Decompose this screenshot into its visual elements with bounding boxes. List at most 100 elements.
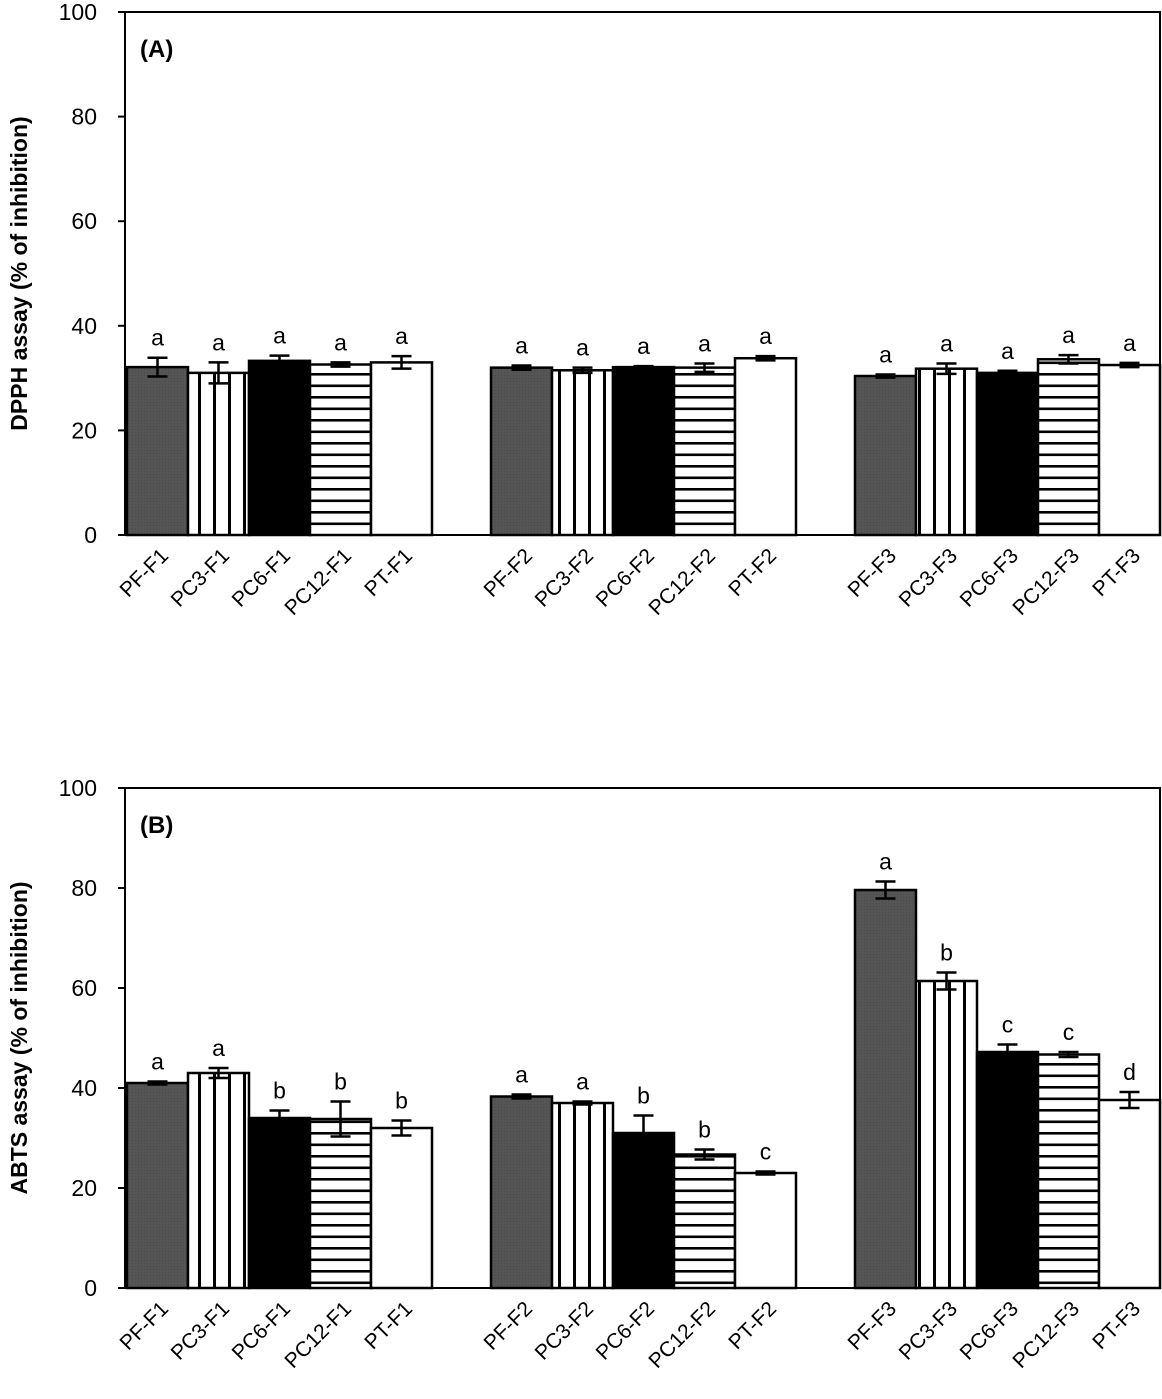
chart-panel-a: 0 20 40 60 80 100 DPPH assay (% of inhibition)… [6, 0, 1162, 620]
x-tick-label: PF-F3 [844, 544, 902, 602]
x-tick-label: PC3-F2 [531, 1297, 598, 1364]
bar [853, 888, 918, 1290]
significance-letter: a [212, 329, 225, 355]
significance-letter: c [1002, 1012, 1014, 1038]
chart-panel-b: 0 20 40 60 80 100 ABTS assay (% of inhibition)… [6, 775, 1162, 1373]
significance-letter: a [940, 330, 953, 356]
significance-letter: b [334, 1069, 347, 1095]
y-tick-label: 80 [71, 104, 97, 130]
significance-letter: a [698, 330, 711, 356]
y-tick-label: 0 [84, 1275, 97, 1301]
x-tick-label: PC3-F3 [895, 1297, 962, 1364]
x-tick-label: PC12-F1 [280, 544, 356, 620]
x-tick-label: PC12-F2 [644, 1297, 720, 1373]
x-tick-label: PT-F2 [724, 1297, 781, 1354]
significance-letter: a [1123, 330, 1136, 356]
y-axis-label: ABTS assay (% of inhibition) [6, 881, 32, 1194]
bar [975, 371, 1040, 537]
bar [672, 366, 737, 537]
significance-letter: a [1001, 338, 1014, 364]
bar [369, 361, 434, 537]
y-tick-label: 0 [84, 522, 97, 548]
bar [247, 1116, 312, 1290]
bar [733, 1171, 798, 1290]
bar [550, 1101, 615, 1290]
x-tick-label: PF-F3 [844, 1297, 902, 1355]
bar [611, 365, 676, 537]
significance-letter: a [151, 1049, 164, 1075]
panel-label: (B) [140, 812, 173, 839]
bar [308, 363, 373, 537]
bar [1036, 358, 1101, 537]
significance-letter: c [1063, 1019, 1075, 1045]
y-tick-label: 100 [59, 0, 97, 25]
bar [1097, 1098, 1162, 1290]
x-tick-label: PF-F2 [480, 544, 538, 602]
y-tick-label: 20 [71, 1175, 97, 1201]
y-tick-label: 100 [59, 775, 97, 801]
significance-letter: a [395, 323, 408, 349]
x-tick-label: PT-F2 [724, 544, 781, 601]
significance-letter: a [576, 335, 589, 361]
x-tick-label: PT-F3 [1088, 544, 1145, 601]
bar [550, 369, 615, 537]
significance-letter: a [879, 341, 892, 367]
x-tick-label: PF-F1 [116, 544, 174, 602]
significance-letter: b [940, 940, 953, 966]
significance-letter: a [212, 1035, 225, 1061]
y-tick-label: 60 [71, 975, 97, 1001]
significance-letter: a [151, 325, 164, 351]
x-tick-label: PC12-F2 [644, 544, 720, 620]
significance-letter: a [1062, 322, 1075, 348]
bar [489, 366, 554, 537]
significance-letter: a [334, 329, 347, 355]
significance-letter: b [637, 1083, 650, 1109]
x-tick-label: PC12-F3 [1008, 1297, 1084, 1373]
bar [489, 1095, 554, 1290]
bar [369, 1126, 434, 1290]
bar [308, 1117, 373, 1290]
bar [611, 1131, 676, 1290]
x-tick-label: PT-F3 [1088, 1297, 1145, 1354]
significance-letter: a [759, 323, 772, 349]
bar [914, 367, 979, 537]
y-tick-label: 40 [71, 313, 97, 339]
significance-letter: b [395, 1088, 408, 1114]
bar [914, 979, 979, 1290]
y-tick-label: 20 [71, 417, 97, 443]
x-tick-label: PC3-F3 [895, 544, 962, 611]
bar [853, 374, 918, 537]
significance-letter: d [1123, 1059, 1136, 1085]
significance-letter: b [698, 1117, 711, 1143]
significance-letter: a [515, 1062, 528, 1088]
bar [247, 359, 312, 537]
significance-letter: c [760, 1139, 772, 1165]
bar [125, 1081, 190, 1290]
x-tick-label: PT-F1 [360, 544, 417, 601]
bar [672, 1153, 737, 1290]
y-tick-label: 80 [71, 875, 97, 901]
x-tick-label: PC12-F3 [1008, 544, 1084, 620]
significance-letter: a [273, 323, 286, 349]
y-tick-label: 40 [71, 1075, 97, 1101]
x-tick-label: PC3-F2 [531, 544, 598, 611]
x-tick-label: PC3-F1 [167, 544, 234, 611]
y-axis-label: DPPH assay (% of inhibition) [6, 116, 32, 430]
bar [125, 365, 190, 537]
significance-letter: a [515, 333, 528, 359]
bar [1097, 363, 1162, 537]
significance-letter: b [273, 1078, 286, 1104]
x-tick-label: PC3-F1 [167, 1297, 234, 1364]
bar [975, 1050, 1040, 1290]
x-tick-label: PT-F1 [360, 1297, 417, 1354]
bar [733, 356, 798, 537]
significance-letter: a [879, 849, 892, 875]
bar [1036, 1053, 1101, 1290]
x-tick-label: PC12-F1 [280, 1297, 356, 1373]
panel-label: (A) [140, 36, 173, 63]
significance-letter: a [637, 333, 650, 359]
y-tick-label: 60 [71, 208, 97, 234]
x-tick-label: PF-F2 [480, 1297, 538, 1355]
significance-letter: a [576, 1069, 589, 1095]
